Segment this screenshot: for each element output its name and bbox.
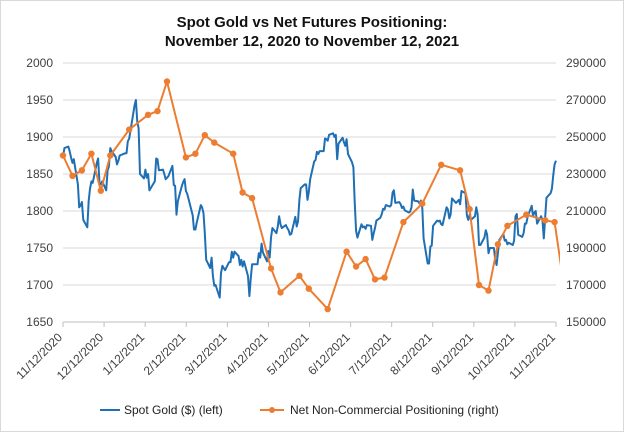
positioning-point xyxy=(371,276,379,283)
positioning-point xyxy=(580,228,586,234)
legend-label-gold: Spot Gold ($) (left) xyxy=(124,403,223,417)
right-axis-ticks: 150000 170000 190000 210000 230000 250000 2700… xyxy=(566,56,606,329)
legend: Spot Gold ($) (left) Net Non-Commercial … xyxy=(100,403,499,417)
right-tick-label: 290000 xyxy=(566,56,606,70)
gridlines xyxy=(63,62,556,286)
positioning-point xyxy=(352,263,360,270)
left-tick-label: 1900 xyxy=(26,130,53,144)
series-layer xyxy=(59,78,624,313)
positioning-point xyxy=(475,281,483,289)
left-tick-label: 1850 xyxy=(26,167,53,181)
positioning-point xyxy=(419,200,426,207)
left-tick-label: 1650 xyxy=(26,315,53,329)
x-axis-ticks: 11/12/202012/12/20201/12/20212/12/20213/… xyxy=(13,330,558,383)
positioning-point xyxy=(107,152,114,159)
positioning-point xyxy=(551,218,558,226)
x-tick-label: 6/12/2021 xyxy=(305,330,353,378)
positioning-point xyxy=(466,205,473,213)
left-tick-label: 1950 xyxy=(26,93,53,107)
chart-subtitle: November 12, 2020 to November 12, 2021 xyxy=(164,33,460,50)
positioning-point xyxy=(296,272,303,279)
plot-area xyxy=(59,78,624,313)
positioning-point xyxy=(126,126,133,133)
positioning-point xyxy=(239,189,246,196)
positioning-point xyxy=(154,107,161,115)
series-line-positioning xyxy=(62,80,560,311)
positioning-point xyxy=(78,167,86,174)
x-tick-label: 3/12/2021 xyxy=(182,330,230,378)
positioning-point xyxy=(438,161,445,168)
right-tick-label: 230000 xyxy=(566,167,606,181)
positioning-point xyxy=(523,211,530,218)
positioning-point xyxy=(230,150,237,157)
positioning-point xyxy=(88,150,95,157)
right-tick-label: 270000 xyxy=(566,93,606,107)
right-tick-label: 190000 xyxy=(566,241,606,255)
right-tick-label: 210000 xyxy=(566,204,606,218)
legend-marker-positioning xyxy=(269,407,275,413)
right-tick-label: 250000 xyxy=(566,130,606,144)
series-line-gold xyxy=(62,99,557,299)
x-tick-label: 7/12/2021 xyxy=(346,330,394,378)
positioning-point xyxy=(277,289,284,296)
positioning-point xyxy=(494,241,502,248)
positioning-point xyxy=(456,167,464,174)
left-axis-ticks: 1650 1700 1750 1800 1850 1900 1950 2000 xyxy=(26,56,53,329)
positioning-point xyxy=(599,189,605,195)
positioning-point xyxy=(618,197,624,203)
x-tick-label: 5/12/2021 xyxy=(264,330,312,378)
positioning-point xyxy=(267,265,275,272)
positioning-point xyxy=(343,248,350,255)
left-tick-label: 1800 xyxy=(26,204,53,218)
positioning-point xyxy=(504,222,511,229)
positioning-point xyxy=(485,287,492,294)
legend-label-positioning: Net Non-Commercial Positioning (right) xyxy=(290,403,499,417)
positioning-point xyxy=(381,274,388,281)
axes xyxy=(62,321,557,327)
positioning-point xyxy=(400,218,407,226)
positioning-point xyxy=(182,154,190,161)
chart-title: Spot Gold vs Net Futures Positioning: xyxy=(176,14,448,31)
x-tick-label: 8/12/2021 xyxy=(387,330,435,378)
positioning-point xyxy=(211,139,218,146)
positioning-point xyxy=(362,255,369,263)
positioning-point xyxy=(305,285,312,292)
positioning-point xyxy=(144,111,152,119)
left-tick-label: 1700 xyxy=(26,278,53,292)
x-tick-label: 4/12/2021 xyxy=(223,330,271,378)
right-tick-label: 170000 xyxy=(566,278,606,292)
positioning-point xyxy=(324,305,331,313)
positioning-point xyxy=(69,172,76,179)
left-tick-label: 1750 xyxy=(26,241,53,255)
positioning-point xyxy=(192,150,199,157)
left-tick-label: 2000 xyxy=(26,56,53,70)
x-tick-label: 1/12/2021 xyxy=(100,330,148,378)
positioning-point xyxy=(542,217,549,224)
positioning-point xyxy=(163,78,171,85)
right-tick-label: 150000 xyxy=(566,315,606,329)
positioning-point xyxy=(59,152,67,159)
positioning-point xyxy=(201,132,208,139)
positioning-point xyxy=(97,187,105,194)
x-tick-label: 2/12/2021 xyxy=(141,330,189,378)
positioning-point xyxy=(248,194,256,202)
